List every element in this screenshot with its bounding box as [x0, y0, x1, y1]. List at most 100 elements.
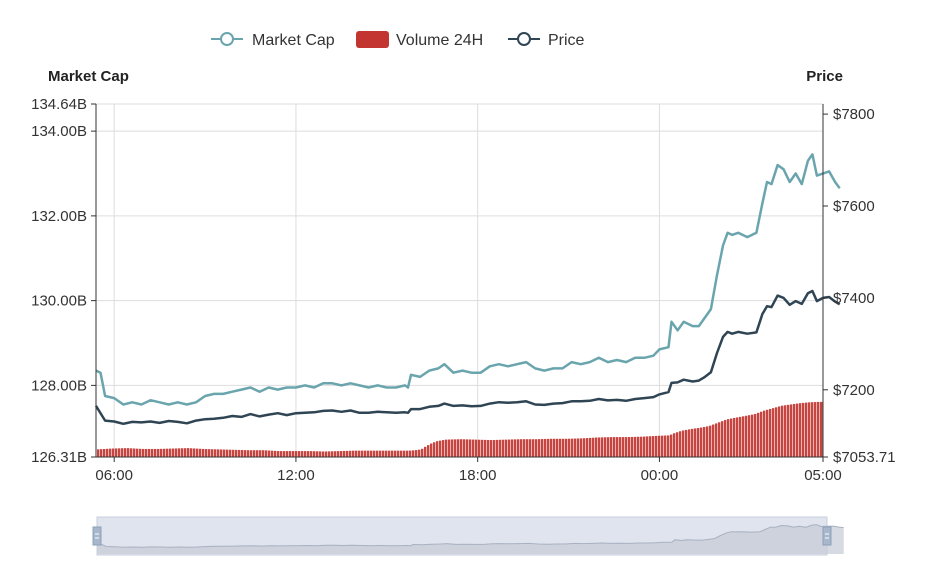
volume-bar	[130, 448, 133, 457]
volume-bar	[808, 402, 811, 457]
volume-bar	[691, 428, 694, 457]
legend-item-market-cap[interactable]: Market Cap	[211, 32, 335, 49]
zoom-handle-left[interactable]	[92, 526, 102, 546]
volume-bar	[820, 401, 823, 457]
volume-bar	[424, 446, 427, 457]
volume-bar	[466, 439, 469, 457]
volume-bar	[769, 408, 772, 457]
series-lines	[94, 153, 841, 426]
volume-bar	[577, 438, 580, 457]
volume-bar	[352, 450, 355, 457]
volume-bar	[106, 448, 109, 457]
volume-bar	[100, 449, 103, 457]
legend-item-volume[interactable]: Volume 24H	[356, 31, 483, 49]
x-tick-label: 00:00	[641, 467, 679, 484]
volume-bar	[727, 419, 730, 457]
axes: 126.31B 128.00B 130.00B 132.00B 134.00B 134.6…	[31, 96, 895, 484]
legend-item-price[interactable]: Price	[508, 32, 585, 49]
volume-bar	[403, 450, 406, 457]
volume-bar	[160, 448, 163, 457]
volume-bar	[115, 448, 118, 457]
volume-bar	[703, 426, 706, 457]
legend-market-cap-label: Market Cap	[252, 32, 335, 49]
volume-bar	[247, 450, 250, 457]
volume-bar	[664, 435, 667, 457]
volume-bar	[412, 450, 415, 457]
volume-bar	[163, 448, 166, 457]
volume-bar	[481, 439, 484, 457]
volume-bar	[538, 439, 541, 457]
volume-bar	[118, 448, 121, 457]
volume-bar	[523, 439, 526, 457]
volume-bar	[418, 449, 421, 457]
volume-bar	[265, 450, 268, 457]
volume-bar	[430, 443, 433, 457]
volume-bar	[220, 449, 223, 457]
volume-bar	[565, 438, 568, 457]
volume-bar	[484, 439, 487, 457]
volume-bar	[427, 445, 430, 457]
volume-bar	[409, 450, 412, 457]
volume-bar	[556, 438, 559, 457]
volume-bar	[547, 438, 550, 457]
legend: Market Cap Volume 24H Price	[211, 31, 585, 49]
volume-bar	[610, 437, 613, 457]
volume-bar	[355, 450, 358, 457]
volume-bar	[328, 451, 331, 457]
volume-bar	[643, 436, 646, 457]
zoom-handle-right[interactable]	[822, 526, 832, 546]
volume-bar	[604, 437, 607, 457]
volume-bar	[586, 438, 589, 457]
volume-bar	[718, 422, 721, 457]
volume-bar	[241, 450, 244, 457]
volume-bar	[208, 449, 211, 457]
volume-bar	[526, 439, 529, 457]
volume-bar	[472, 439, 475, 457]
volume-bar	[682, 430, 685, 457]
left-tick-label: 134.00B	[31, 123, 87, 140]
volume-bars	[97, 401, 823, 457]
x-tick-label: 06:00	[95, 467, 133, 484]
right-tick-label: $7800	[833, 106, 875, 123]
volume-bar	[487, 439, 490, 457]
volume-bar	[382, 450, 385, 457]
volume-bar	[268, 450, 271, 457]
volume-bar	[373, 450, 376, 457]
volume-bar	[739, 416, 742, 457]
volume-bar	[589, 437, 592, 457]
volume-bar	[205, 449, 208, 457]
x-tick-label: 18:00	[459, 467, 497, 484]
volume-bar	[397, 450, 400, 457]
zoom-line	[96, 524, 844, 548]
volume-bar	[391, 450, 394, 457]
volume-bar	[709, 425, 712, 457]
volume-bar	[493, 439, 496, 457]
volume-bar	[148, 448, 151, 457]
left-tick-label: 132.00B	[31, 208, 87, 225]
volume-bar	[673, 433, 676, 457]
volume-bar	[385, 450, 388, 457]
left-tick-label: 128.00B	[31, 377, 87, 394]
volume-bar	[535, 439, 538, 457]
volume-bar	[514, 439, 517, 457]
volume-bar	[748, 415, 751, 457]
left-axis-title: Market Cap	[48, 68, 129, 85]
volume-bar	[625, 437, 628, 457]
volume-bar	[562, 438, 565, 457]
volume-bar	[790, 404, 793, 457]
legend-volume-marker	[356, 31, 389, 48]
volume-bar	[232, 449, 235, 457]
volume-bar	[766, 409, 769, 457]
volume-bar	[337, 451, 340, 457]
volume-bar	[751, 414, 754, 457]
volume-bar	[754, 413, 757, 457]
volume-bar	[124, 448, 127, 457]
volume-bar	[406, 450, 409, 457]
left-tick-label: 130.00B	[31, 293, 87, 310]
volume-bar	[262, 450, 265, 457]
data-zoom-slider[interactable]	[92, 516, 844, 556]
volume-bar	[469, 439, 472, 457]
volume-bar	[202, 448, 205, 457]
